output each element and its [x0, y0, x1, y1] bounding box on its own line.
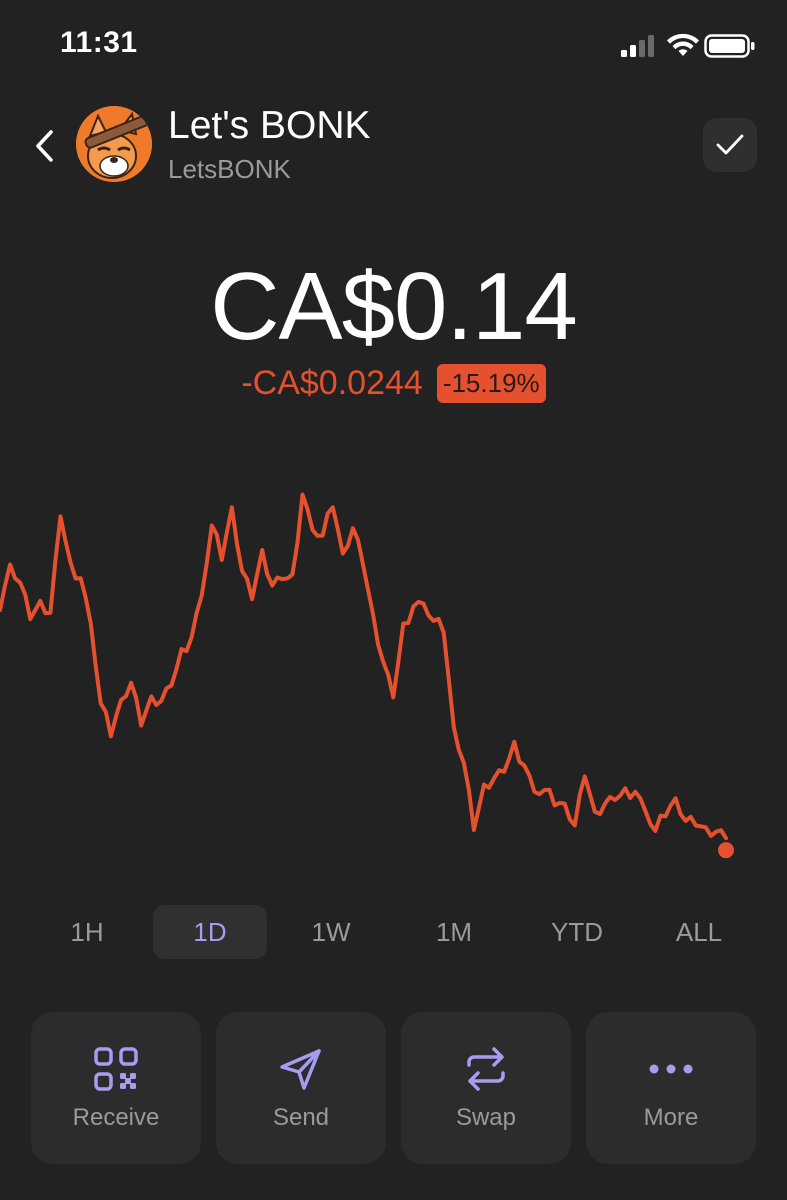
cellular-signal-icon	[621, 35, 654, 57]
range-tab-1d[interactable]: 1D	[153, 905, 267, 959]
more-button[interactable]: More	[586, 1012, 756, 1164]
current-price: CA$0.14	[210, 253, 578, 360]
swap-button[interactable]: Swap	[401, 1012, 571, 1164]
more-dots-icon	[649, 1064, 693, 1074]
send-arrow-icon	[280, 1049, 321, 1090]
range-tab-all[interactable]: ALL	[675, 917, 723, 947]
chevron-left-icon	[36, 130, 53, 162]
checkmark-icon	[716, 134, 744, 155]
range-tab-1h[interactable]: 1H	[70, 917, 104, 947]
last-price-marker	[718, 842, 734, 859]
price-change-row: -CA$0.0244 -15.19%	[0, 364, 787, 403]
watchlist-check-button[interactable]	[703, 118, 757, 172]
send-button[interactable]: Send	[216, 1012, 386, 1164]
receive-button[interactable]: Receive	[31, 1012, 201, 1164]
range-tab-ytd[interactable]: YTD	[551, 917, 603, 947]
range-tab-1m[interactable]: 1M	[435, 917, 473, 947]
price-chart[interactable]	[0, 460, 787, 860]
time-range-selector: 1H 1D 1W 1M YTD ALL	[28, 905, 760, 959]
price-line	[0, 492, 728, 841]
back-button[interactable]	[26, 118, 66, 174]
range-tab-1w[interactable]: 1W	[311, 917, 351, 947]
more-label: More	[643, 1104, 699, 1131]
wifi-icon	[667, 33, 699, 56]
status-time: 11:31	[60, 26, 138, 59]
token-ticker: LetsBONK	[168, 154, 291, 184]
token-avatar	[76, 106, 152, 182]
bonk-dog-logo-icon	[76, 106, 152, 182]
swap-label: Swap	[455, 1104, 517, 1131]
qr-code-icon	[94, 1047, 138, 1091]
action-buttons: Receive Send Swap	[31, 1012, 757, 1164]
token-name: Let's BONK	[168, 104, 371, 147]
price-change-percent-badge: -15.19%	[436, 364, 546, 403]
price-change-absolute: -CA$0.0244	[241, 364, 423, 402]
battery-icon	[704, 34, 755, 58]
send-label: Send	[272, 1104, 330, 1131]
swap-arrows-icon	[467, 1047, 505, 1091]
receive-label: Receive	[72, 1104, 160, 1131]
